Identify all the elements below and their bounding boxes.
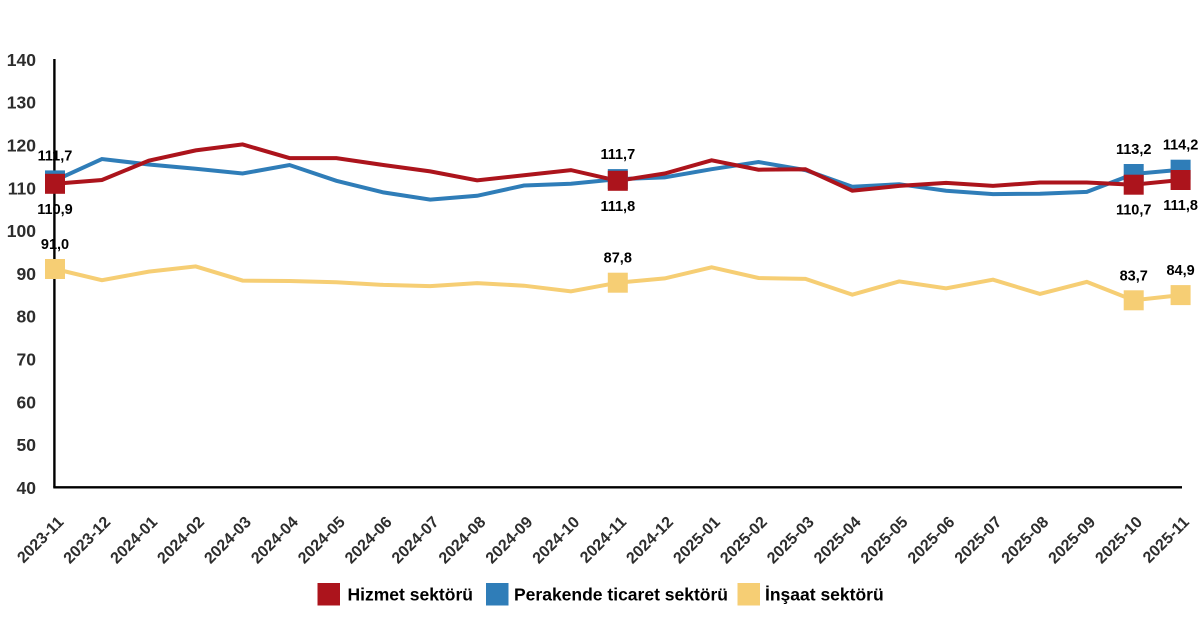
svg-text:91,0: 91,0 <box>41 237 69 253</box>
svg-text:111,8: 111,8 <box>1163 198 1198 214</box>
svg-text:50: 50 <box>17 435 37 455</box>
svg-text:100: 100 <box>7 221 36 241</box>
svg-text:110,9: 110,9 <box>37 202 73 218</box>
svg-text:İnşaat sektörü: İnşaat sektörü <box>765 585 884 605</box>
svg-text:83,7: 83,7 <box>1120 268 1148 284</box>
svg-text:110: 110 <box>8 178 36 198</box>
svg-text:120: 120 <box>7 135 36 155</box>
svg-text:87,8: 87,8 <box>604 251 632 267</box>
svg-text:90: 90 <box>17 264 37 284</box>
svg-text:60: 60 <box>17 392 37 412</box>
svg-text:111,8: 111,8 <box>600 199 635 215</box>
svg-text:80: 80 <box>17 307 37 327</box>
svg-text:130: 130 <box>7 93 36 113</box>
svg-text:114,2: 114,2 <box>1163 138 1199 154</box>
svg-text:Hizmet sektörü: Hizmet sektörü <box>348 585 473 605</box>
svg-text:Perakende ticaret sektörü: Perakende ticaret sektörü <box>514 585 728 605</box>
svg-text:40: 40 <box>17 478 37 498</box>
svg-text:110,7: 110,7 <box>1116 203 1152 219</box>
svg-text:70: 70 <box>17 350 37 370</box>
svg-text:113,2: 113,2 <box>1116 142 1152 158</box>
svg-text:84,9: 84,9 <box>1166 263 1194 279</box>
svg-text:111,7: 111,7 <box>600 147 635 163</box>
svg-text:140: 140 <box>7 50 36 70</box>
svg-text:111,7: 111,7 <box>38 148 73 164</box>
